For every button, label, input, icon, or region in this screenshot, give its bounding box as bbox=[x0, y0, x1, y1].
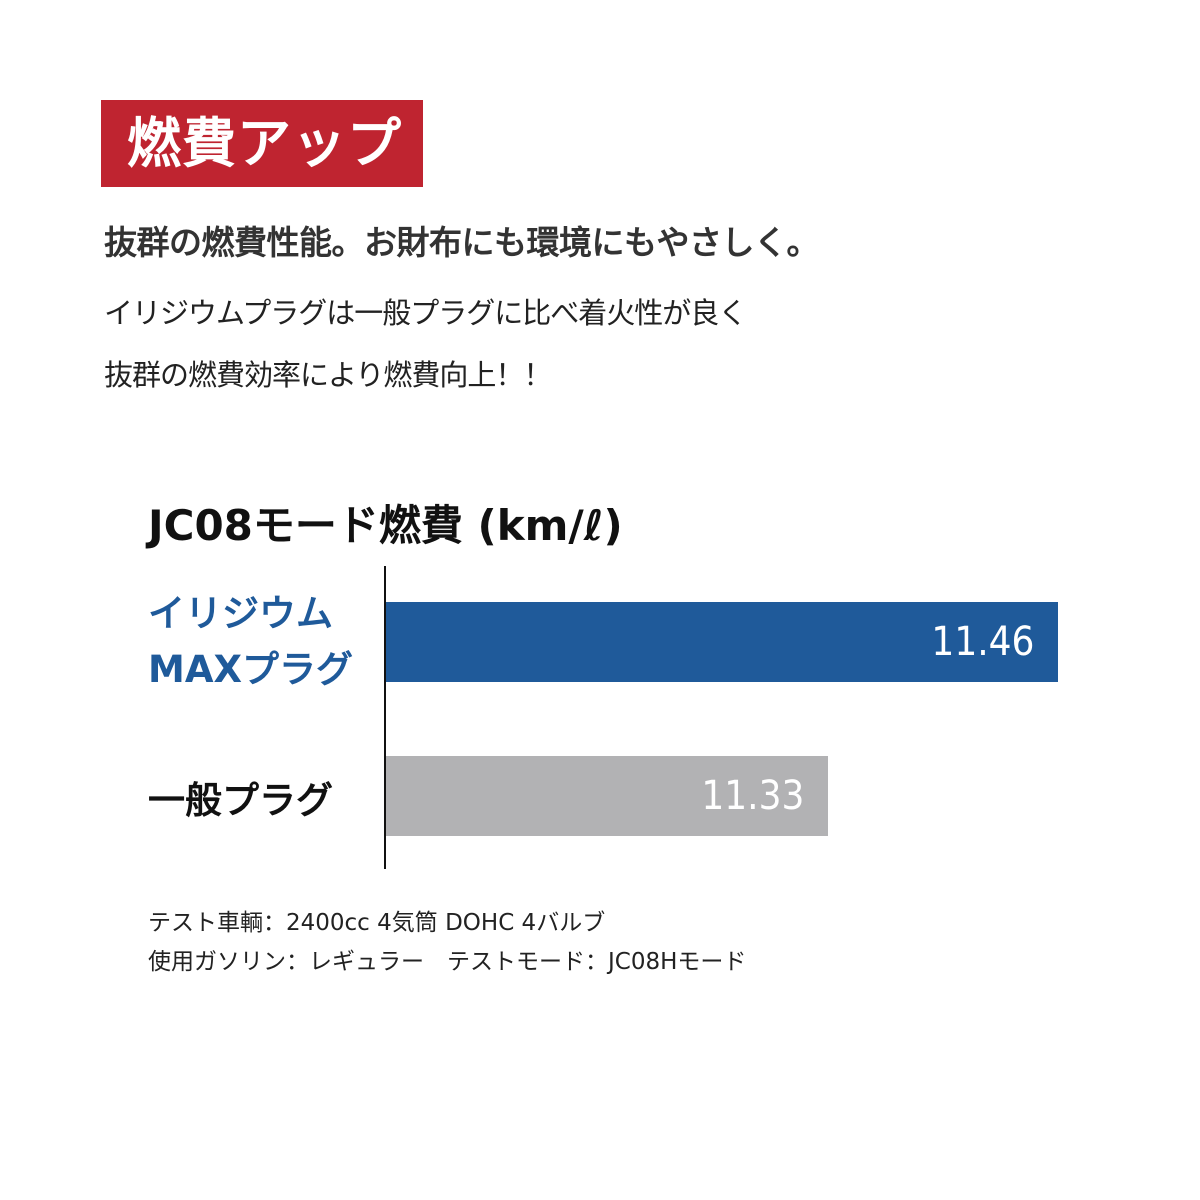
chart-axis bbox=[384, 566, 386, 869]
category-label-standard: 一般プラグ bbox=[148, 779, 333, 822]
body-text-line-2: 抜群の燃費効率により燃費向上！！ bbox=[104, 358, 552, 392]
headline: 抜群の燃費性能。お財布にも環境にもやさしく。 bbox=[104, 223, 820, 262]
test-conditions-note: 使用ガソリン：レギュラー テストモード：JC08Hモード bbox=[148, 949, 747, 975]
category-label-line: MAXプラグ bbox=[148, 648, 353, 691]
bar-iridium: 11.46 bbox=[386, 602, 1059, 682]
body-text-line-1: イリジウムプラグは一般プラグに比べ着火性が良く bbox=[104, 296, 747, 330]
bar-standard: 11.33 bbox=[386, 756, 829, 836]
test-vehicle-note: テスト車輌：2400cc 4気筒 DOHC 4バルブ bbox=[148, 910, 606, 936]
category-label-iridium: イリジウム MAXプラグ bbox=[148, 586, 353, 698]
bar-value-label: 11.33 bbox=[701, 773, 805, 819]
bar-value-label: 11.46 bbox=[931, 619, 1035, 665]
section-badge: 燃費アップ bbox=[101, 100, 423, 187]
chart-title: JC08モード燃費 (km/ℓ) bbox=[148, 501, 623, 550]
category-label-line: イリジウム bbox=[148, 592, 333, 635]
